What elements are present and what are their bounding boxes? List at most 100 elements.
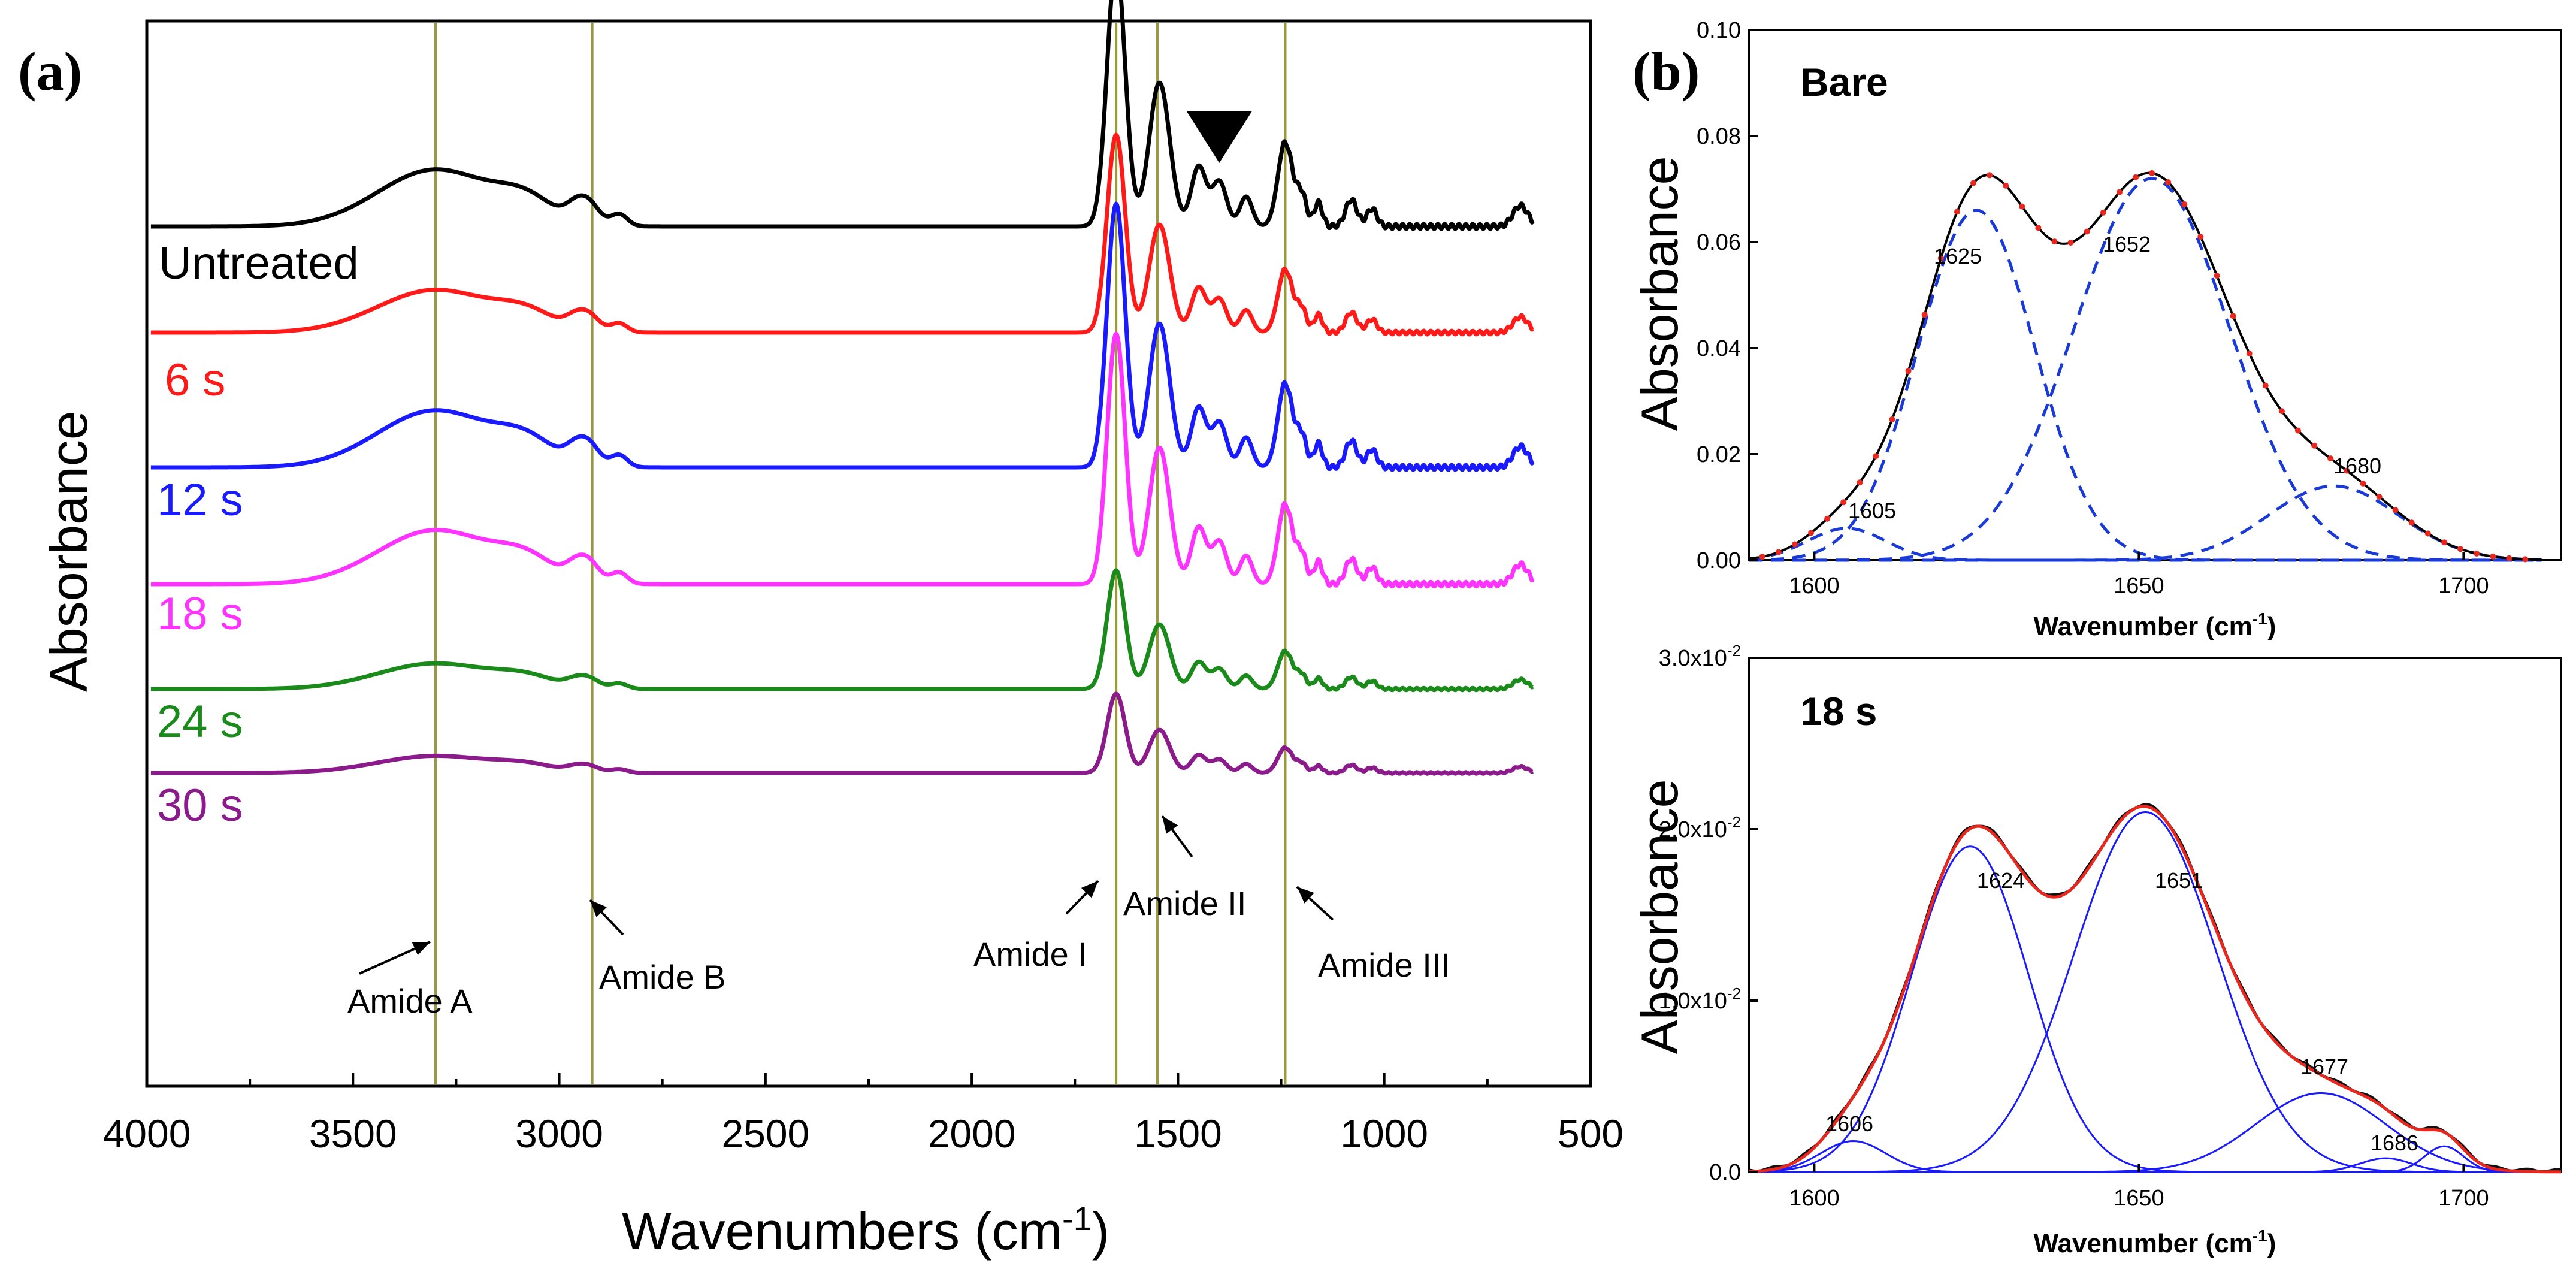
panel-a-series-group — [149, 0, 1535, 776]
data-point — [2522, 556, 2529, 563]
data-point — [1873, 453, 1879, 460]
annotation-label: Amide II — [1123, 884, 1246, 922]
series-label: 18 s — [157, 588, 243, 639]
data-point — [1824, 515, 1831, 522]
data-point — [1775, 549, 1782, 555]
peak-label: 1686 — [2371, 1131, 2418, 1155]
bare-component-peaks — [1749, 177, 2542, 562]
data-point — [2376, 494, 2383, 500]
arrowhead-icon — [590, 900, 607, 917]
bare-peak-labels: 1605 1625 1652 1680 — [1848, 232, 2381, 523]
series-label: 24 s — [157, 696, 243, 747]
data-point — [2360, 480, 2366, 487]
data-point — [2311, 442, 2318, 449]
data-point — [2019, 203, 2025, 210]
annotation-label: Amide B — [599, 958, 726, 996]
y-tick-label: 0.08 — [1697, 124, 1741, 149]
peak-label: 1677 — [2300, 1055, 2348, 1079]
data-point — [2197, 234, 2204, 240]
data-point — [1840, 499, 1847, 506]
data-point — [2457, 546, 2463, 552]
data-point — [2181, 201, 2188, 207]
data-point — [2035, 225, 2042, 231]
x-tick-label: 2000 — [928, 1111, 1016, 1156]
18s-x-ticks: 1600 1650 1700 — [1789, 1164, 2489, 1211]
component-peak-dashed — [1749, 484, 2542, 562]
peak-label: 1651 — [2155, 868, 2203, 893]
y-tick-label: 0.00 — [1697, 548, 1741, 573]
x-tick-label: 1500 — [1134, 1111, 1222, 1156]
x-tick-label: 500 — [1558, 1111, 1623, 1156]
series-label: 30 s — [157, 780, 243, 831]
x-tick-label: 2500 — [721, 1111, 809, 1156]
x-tick-label: 1700 — [2438, 1186, 2489, 1211]
bare-x-axis-title: Wavenumber (cm-1) — [2034, 609, 2276, 641]
x-tick-label: 1650 — [2114, 1186, 2164, 1211]
peak-label: 1624 — [1977, 868, 2025, 893]
x-tick-label: 1000 — [1340, 1111, 1428, 1156]
arrowhead-icon — [1081, 881, 1098, 898]
x-tick-label: 4000 — [103, 1111, 191, 1156]
panel-b-bare-fit-chart: (b) Bare 1605 1625 1652 1680 1600 1650 1700 0… — [1631, 18, 2562, 641]
y-tick-label: 0.0 — [1709, 1160, 1741, 1185]
data-point — [2003, 182, 2009, 189]
data-point — [1954, 209, 1960, 215]
data-point — [2149, 170, 2155, 176]
panel-a-y-axis-title: Absorbance — [39, 410, 98, 692]
bare-title: Bare — [1800, 60, 1888, 104]
y-tick-label: 0.02 — [1697, 442, 1741, 467]
x-tick-label: 3000 — [515, 1111, 603, 1156]
panel-b-label: (b) — [1632, 41, 1700, 102]
data-point — [1791, 541, 1798, 548]
y-tick-label: 0.04 — [1697, 336, 1741, 361]
annotation-label: Amide A — [347, 982, 473, 1020]
x-tick-label: 1600 — [1789, 1186, 1840, 1211]
y-tick-label: 1.0x10-2 — [1659, 984, 1741, 1014]
x-tick-label: 3500 — [309, 1111, 397, 1156]
data-point — [1937, 255, 1944, 262]
peak-label: 1625 — [1934, 244, 1982, 268]
data-point — [2474, 550, 2480, 557]
data-point — [2392, 507, 2399, 513]
data-point — [2490, 553, 2496, 560]
series-line-12-s — [149, 201, 1535, 472]
panel-a-x-ticks: 4000 3500 3000 2500 2000 1500 1000 500 — [103, 1073, 1623, 1156]
series-label: 12 s — [157, 475, 243, 525]
18s-peak-labels: 1606 1624 1651 1677 1686 — [1825, 868, 2418, 1155]
data-point — [2327, 455, 2334, 462]
y-tick-label: 0.10 — [1697, 18, 1741, 43]
panel-a-spectra-chart: (a) Untreated 6 s 12 s 18 s 24 s 30 s 4000 350… — [18, 0, 1623, 1261]
peak-label: 1680 — [2333, 454, 2381, 478]
data-point — [2262, 382, 2269, 389]
data-point — [2441, 539, 2447, 546]
data-point — [2295, 427, 2301, 434]
component-peak-dashed — [1749, 527, 2542, 562]
y-tick-label: 3.0x10-2 — [1659, 642, 1741, 671]
arrowhead-icon — [412, 942, 430, 956]
peak-label: 1652 — [2103, 232, 2151, 256]
data-point — [2133, 174, 2139, 180]
data-point — [2344, 467, 2350, 474]
18s-y-ticks: 0.0 1.0x10-2 2.0x10-2 3.0x10-2 — [1659, 642, 1758, 1185]
arrowhead-icon — [1162, 816, 1178, 834]
data-point — [2278, 408, 2285, 415]
bare-y-axis-title: Absorbance — [1631, 156, 1689, 431]
series-line-6-s — [149, 132, 1535, 337]
panel-a-x-axis-title: Wavenumbers (cm-1) — [622, 1200, 1109, 1261]
series-label: 6 s — [165, 355, 225, 406]
bare-x-ticks: 1600 1650 1700 — [1789, 552, 2489, 599]
data-point — [2084, 228, 2090, 235]
x-tick-label: 1650 — [2114, 573, 2164, 599]
annotation-label: Amide I — [973, 935, 1087, 973]
y-tick-label: 2.0x10-2 — [1659, 813, 1741, 842]
y-tick-label: 0.06 — [1697, 230, 1741, 255]
panel-a-label: (a) — [18, 41, 82, 102]
data-point — [2408, 519, 2415, 526]
data-point — [2067, 240, 2074, 246]
data-point — [2214, 273, 2220, 279]
panel-b-18s-fit-chart: 18 s 1606 1624 1651 1677 1686 1600 1650 1700 0… — [1631, 642, 2562, 1258]
data-point — [2100, 209, 2106, 216]
data-point — [1808, 530, 1814, 536]
series-label: Untreated — [159, 238, 359, 289]
data-point — [1889, 416, 1895, 422]
